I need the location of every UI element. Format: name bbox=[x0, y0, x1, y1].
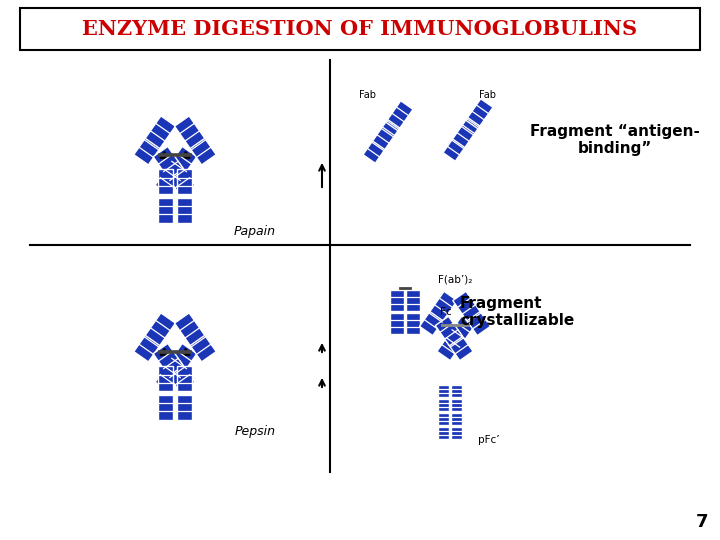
Polygon shape bbox=[186, 132, 216, 165]
Polygon shape bbox=[438, 399, 449, 411]
Polygon shape bbox=[372, 122, 398, 150]
FancyBboxPatch shape bbox=[20, 8, 700, 50]
Polygon shape bbox=[176, 198, 192, 222]
Polygon shape bbox=[390, 289, 404, 310]
Text: Papain: Papain bbox=[234, 226, 276, 239]
Polygon shape bbox=[438, 413, 449, 425]
Polygon shape bbox=[463, 306, 490, 335]
Polygon shape bbox=[165, 163, 195, 195]
Text: F(ab’)₂: F(ab’)₂ bbox=[438, 275, 472, 285]
Polygon shape bbox=[153, 146, 184, 179]
Polygon shape bbox=[458, 112, 483, 140]
Polygon shape bbox=[158, 366, 174, 391]
Polygon shape bbox=[158, 169, 174, 194]
Polygon shape bbox=[420, 306, 447, 335]
Polygon shape bbox=[451, 399, 462, 411]
Polygon shape bbox=[176, 395, 192, 420]
Polygon shape bbox=[378, 114, 403, 142]
Text: Fragment
crystallizable: Fragment crystallizable bbox=[460, 296, 575, 328]
Polygon shape bbox=[430, 291, 457, 321]
Polygon shape bbox=[453, 120, 478, 147]
Text: Pepsin: Pepsin bbox=[235, 426, 276, 438]
Polygon shape bbox=[176, 366, 192, 391]
Polygon shape bbox=[451, 427, 462, 439]
Polygon shape bbox=[406, 313, 420, 334]
Text: ENZYME DIGESTION OF IMMUNOGLOBULINS: ENZYME DIGESTION OF IMMUNOGLOBULINS bbox=[82, 19, 638, 39]
Polygon shape bbox=[387, 101, 413, 128]
Polygon shape bbox=[166, 343, 197, 376]
Polygon shape bbox=[145, 313, 176, 346]
Polygon shape bbox=[134, 132, 164, 165]
Text: Fab: Fab bbox=[480, 90, 497, 100]
Text: 7: 7 bbox=[696, 513, 708, 531]
Polygon shape bbox=[406, 289, 420, 310]
Polygon shape bbox=[155, 163, 186, 195]
Text: Fragment “antigen-
binding”: Fragment “antigen- binding” bbox=[530, 124, 700, 156]
Polygon shape bbox=[363, 136, 388, 163]
Polygon shape bbox=[467, 99, 493, 126]
Polygon shape bbox=[446, 331, 473, 361]
Polygon shape bbox=[436, 316, 463, 346]
Polygon shape bbox=[437, 331, 464, 361]
Polygon shape bbox=[155, 360, 186, 393]
Polygon shape bbox=[165, 360, 195, 393]
Polygon shape bbox=[166, 146, 197, 179]
Polygon shape bbox=[453, 291, 480, 321]
Polygon shape bbox=[174, 116, 204, 148]
Polygon shape bbox=[174, 313, 204, 346]
Polygon shape bbox=[145, 116, 176, 148]
Polygon shape bbox=[451, 384, 462, 397]
Polygon shape bbox=[158, 395, 174, 420]
Polygon shape bbox=[451, 413, 462, 425]
Polygon shape bbox=[390, 313, 404, 334]
Polygon shape bbox=[153, 343, 184, 376]
Text: Fab: Fab bbox=[359, 90, 377, 100]
Polygon shape bbox=[158, 198, 174, 222]
Polygon shape bbox=[186, 329, 216, 362]
Polygon shape bbox=[438, 427, 449, 439]
Polygon shape bbox=[447, 316, 474, 346]
Polygon shape bbox=[176, 169, 192, 194]
Polygon shape bbox=[443, 134, 469, 161]
Polygon shape bbox=[134, 329, 164, 362]
Text: Fc: Fc bbox=[440, 307, 451, 317]
Text: pFc’: pFc’ bbox=[478, 435, 500, 445]
Polygon shape bbox=[438, 384, 449, 397]
